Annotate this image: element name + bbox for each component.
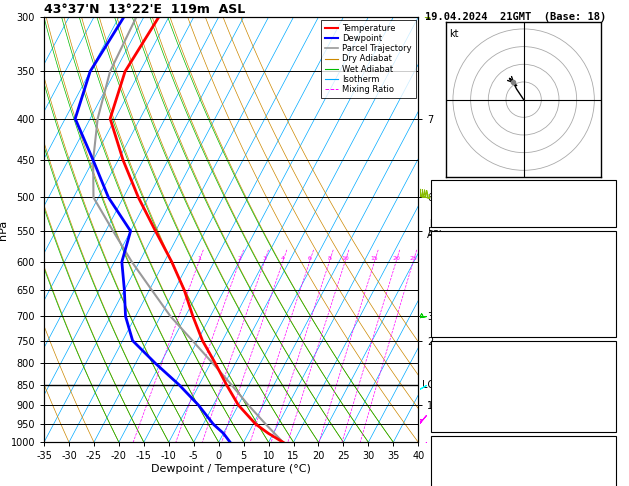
Text: Lifted Index: Lifted Index (434, 387, 503, 396)
Text: 16°: 16° (596, 482, 613, 486)
Text: 6: 6 (308, 256, 311, 260)
Text: -3: -3 (602, 452, 613, 461)
Text: θₑ (K): θₑ (K) (434, 372, 469, 381)
Text: Mixing Ratio (g/kg): Mixing Ratio (g/kg) (459, 251, 468, 336)
Text: CIN (J): CIN (J) (434, 416, 474, 425)
Text: kt: kt (449, 29, 459, 39)
Text: Temp (°C): Temp (°C) (434, 247, 486, 256)
Text: 298: 298 (596, 277, 613, 286)
X-axis label: Dewpoint / Temperature (°C): Dewpoint / Temperature (°C) (151, 464, 311, 474)
Text: -7: -7 (602, 181, 613, 191)
Text: 1001: 1001 (590, 357, 613, 366)
Text: Dewp (°C): Dewp (°C) (434, 261, 486, 271)
Text: 0: 0 (608, 416, 613, 425)
Text: LCL: LCL (422, 380, 440, 390)
Y-axis label: km
ASL: km ASL (427, 219, 445, 241)
Text: 4: 4 (281, 256, 285, 260)
Text: 0: 0 (608, 321, 613, 330)
Text: 42: 42 (602, 196, 613, 205)
Text: SREH: SREH (434, 467, 457, 476)
Text: Totals Totals: Totals Totals (434, 196, 509, 205)
Text: 1: 1 (197, 256, 201, 260)
Text: 298: 298 (596, 372, 613, 381)
Text: 3: 3 (262, 256, 266, 260)
Text: 31: 31 (602, 306, 613, 315)
Text: PW (cm): PW (cm) (434, 211, 474, 220)
Text: © weatheronline.co.uk: © weatheronline.co.uk (473, 471, 577, 480)
Text: 43°37'N  13°22'E  119m  ASL: 43°37'N 13°22'E 119m ASL (44, 3, 245, 16)
Text: Surface: Surface (504, 232, 543, 241)
Text: 0.78: 0.78 (590, 211, 613, 220)
Text: CIN (J): CIN (J) (434, 321, 474, 330)
Text: EH: EH (434, 452, 445, 461)
Text: 25: 25 (409, 256, 417, 260)
Text: Hodograph: Hodograph (498, 437, 550, 447)
Text: 19.04.2024  21GMT  (Base: 18): 19.04.2024 21GMT (Base: 18) (425, 12, 606, 22)
Text: 1: 1 (608, 467, 613, 476)
Y-axis label: hPa: hPa (0, 220, 8, 240)
Text: 31: 31 (602, 401, 613, 411)
Text: Pressure (mb): Pressure (mb) (434, 357, 509, 366)
Text: 20: 20 (392, 256, 400, 260)
Text: 8: 8 (327, 256, 331, 260)
Text: 2: 2 (237, 256, 242, 260)
Text: 2.3: 2.3 (596, 261, 613, 271)
Legend: Temperature, Dewpoint, Parcel Trajectory, Dry Adiabat, Wet Adiabat, Isotherm, Mi: Temperature, Dewpoint, Parcel Trajectory… (321, 19, 416, 98)
Text: Lifted Index: Lifted Index (434, 291, 503, 300)
Text: CAPE (J): CAPE (J) (434, 306, 480, 315)
Text: θₑ(K): θₑ(K) (434, 277, 463, 286)
Text: 5: 5 (608, 387, 613, 396)
Text: K: K (434, 181, 440, 191)
Text: 12.9: 12.9 (590, 247, 613, 256)
Text: 5: 5 (608, 291, 613, 300)
Text: 15: 15 (370, 256, 378, 260)
Text: 10: 10 (341, 256, 349, 260)
Text: StmDir: StmDir (434, 482, 469, 486)
Text: Most Unstable: Most Unstable (486, 342, 561, 351)
Text: CAPE (J): CAPE (J) (434, 401, 480, 411)
